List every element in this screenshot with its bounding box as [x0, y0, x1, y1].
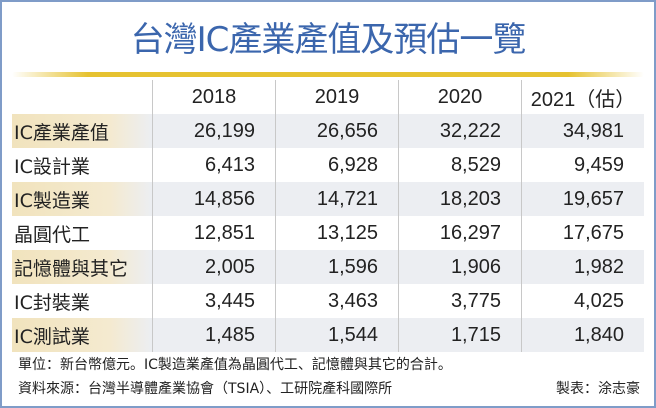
table-row: IC測試業 1,485 1,544 1,715 1,840	[12, 318, 644, 352]
row-label: IC測試業	[12, 318, 153, 352]
column-header: 2019	[275, 80, 399, 114]
source-note: 資料來源：台灣半導體產業協會（TSIA）、工研院產科國際所	[18, 381, 393, 397]
row-label: IC設計業	[14, 155, 90, 178]
table-cell: 6,928	[275, 148, 399, 182]
table-cell: 26,199	[152, 114, 276, 148]
row-label: IC產業產值	[12, 114, 153, 148]
table-cell: 18,203	[398, 182, 522, 216]
table-cell: 2,005	[152, 250, 276, 284]
column-header	[12, 80, 153, 114]
table-cell: 16,297	[398, 216, 522, 250]
table-cell: 6,413	[152, 148, 276, 182]
table-cell: 1,906	[398, 250, 522, 284]
table-cell: 26,656	[275, 114, 399, 148]
table-header: 2018 2019 2020 2021（估）	[12, 80, 644, 114]
table-cell: 9,459	[521, 148, 644, 182]
table-cell: 1,715	[398, 318, 522, 352]
table-cell: 14,856	[152, 182, 276, 216]
table-cell: 1,840	[521, 318, 644, 352]
table-cell: 17,675	[521, 216, 644, 250]
table-cell: 13,125	[275, 216, 399, 250]
data-table: 2018 2019 2020 2021（估） IC產業產值 26,199 26,656 32…	[12, 80, 644, 352]
table-cell: 19,657	[521, 182, 644, 216]
table-row: 晶圓代工 12,851 13,125 16,297 17,675	[12, 216, 644, 250]
column-header: 2020	[398, 80, 522, 114]
table-cell: 1,982	[521, 250, 644, 284]
table-cell: 1,485	[152, 318, 276, 352]
title-divider	[12, 72, 644, 77]
column-header: 2021（估）	[521, 80, 644, 114]
row-label: 記憶體與其它	[12, 250, 153, 284]
table-row: IC設計業 6,413 6,928 8,529 9,459	[12, 148, 644, 182]
table-cell: 34,981	[521, 114, 644, 148]
column-header: 2018	[152, 80, 276, 114]
table-cell: 3,445	[152, 284, 276, 318]
table-row: IC產業產值 26,199 26,656 32,222 34,981	[12, 114, 644, 148]
table-row: 記憶體與其它 2,005 1,596 1,906 1,982	[12, 250, 644, 284]
credit: 製表：涂志豪	[556, 381, 640, 397]
table-cell: 3,463	[275, 284, 399, 318]
table-cell: 32,222	[398, 114, 522, 148]
row-label: 晶圓代工	[14, 223, 91, 246]
table-cell: 1,596	[275, 250, 399, 284]
table-cell: 12,851	[152, 216, 276, 250]
row-label: IC封裝業	[14, 291, 90, 314]
table-cell: 14,721	[275, 182, 399, 216]
page-title: 台灣IC產業產值及預估一覽	[130, 20, 527, 60]
table-cell: 3,775	[398, 284, 522, 318]
table-cell: 1,544	[275, 318, 399, 352]
row-label: IC製造業	[12, 182, 153, 216]
table-cell: 8,529	[398, 148, 522, 182]
table-cell: 4,025	[521, 284, 644, 318]
unit-note: 單位：新台幣億元。IC製造業產值為晶圓代工、記憶體與其它的合計。	[18, 357, 452, 373]
table-row: IC製造業 14,856 14,721 18,203 19,657	[12, 182, 644, 216]
table-row: IC封裝業 3,445 3,463 3,775 4,025	[12, 284, 644, 318]
